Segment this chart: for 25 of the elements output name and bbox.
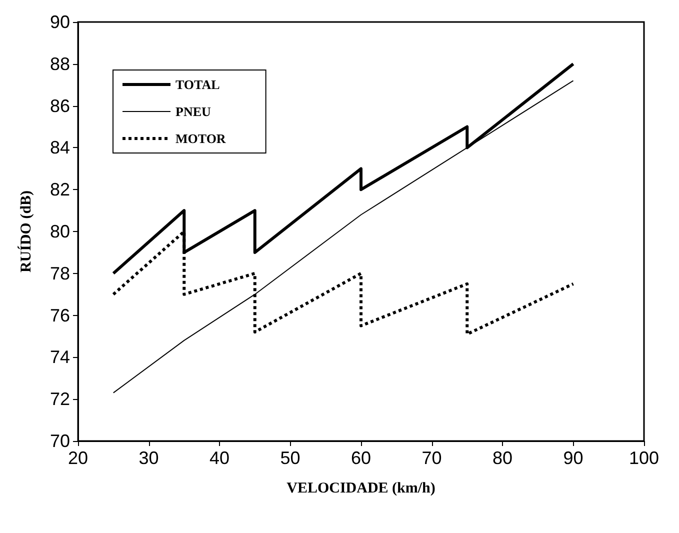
x-tick-label: 60: [350, 448, 372, 468]
y-tick-label: 74: [50, 347, 70, 368]
y-tick-label: 84: [50, 138, 70, 158]
x-tick-label: 90: [563, 448, 584, 468]
y-tick-label: 90: [50, 12, 70, 32]
y-tick-label: 76: [50, 305, 70, 326]
y-tick-label: 82: [50, 180, 70, 200]
x-tick-label: 20: [68, 448, 88, 468]
y-tick-label: 86: [50, 96, 70, 116]
y-tick-label: 70: [50, 431, 70, 451]
legend-label: PNEU: [176, 104, 212, 119]
legend-label: TOTAL: [176, 77, 220, 92]
x-tick-label: 100: [628, 448, 660, 468]
y-axis-title: RUÍDO (dB): [18, 190, 34, 273]
x-tick-label: 70: [422, 448, 442, 468]
x-tick-label: 80: [492, 448, 513, 468]
x-tick-label: 50: [280, 448, 300, 468]
y-tick-label: 80: [50, 222, 70, 242]
y-tick-label: 88: [50, 54, 70, 74]
y-tick-label: 72: [50, 389, 70, 410]
x-tick-label: 40: [209, 448, 230, 468]
legend-label: MOTOR: [176, 131, 226, 146]
x-tick-label: 30: [138, 448, 159, 468]
y-tick-label: 78: [50, 263, 70, 284]
x-axis-title: VELOCIDADE (km/h): [286, 480, 436, 496]
